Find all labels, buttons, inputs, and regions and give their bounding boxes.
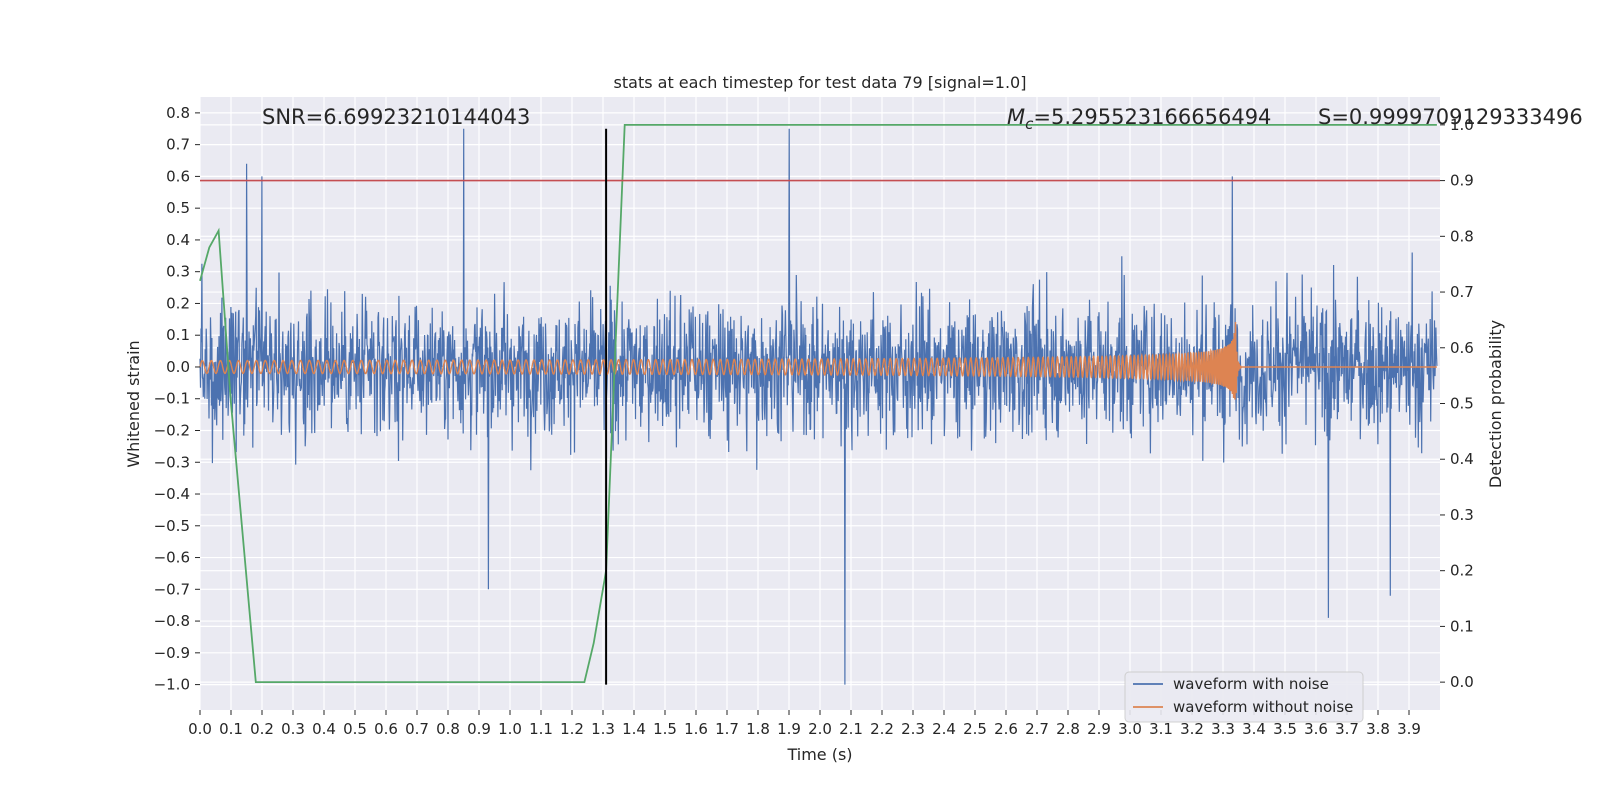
y-tick-label: −1.0 [154,676,190,694]
x-tick-label: 0.6 [374,720,398,738]
y-right-tick-label: 1.0 [1450,116,1474,134]
x-tick-label: 0.1 [219,720,243,738]
y-right-tick-label: 0.4 [1450,450,1474,468]
y-axis-label: Whitened strain [124,340,143,467]
y-right-tick-label: 0.8 [1450,227,1474,245]
legend: waveform with noise waveform without noi… [1124,671,1364,723]
y-tick-label: −0.9 [154,644,190,662]
x-tick-label: 2.9 [1087,720,1111,738]
x-tick-label: 0.4 [312,720,336,738]
x-tick-label: 3.0 [1118,720,1142,738]
y-tick-label: 0.1 [166,326,190,344]
series-detection-probability [199,124,1437,683]
chart-title: stats at each timestep for test data 79 … [614,73,1027,92]
x-tick-label: 0.7 [405,720,429,738]
x-tick-label: 3.6 [1304,720,1328,738]
x-tick-label: 3.7 [1335,720,1359,738]
chirp-mass-symbol: M [1007,105,1025,129]
x-tick-label: 2.1 [839,720,863,738]
x-tick-label: 0.9 [467,720,491,738]
y-tick-label: −0.4 [154,485,190,503]
x-tick-label: 1.4 [622,720,646,738]
y-tick-label: 0.2 [166,294,190,312]
y-right-tick-label: 0.5 [1450,395,1474,413]
snr-annotation: SNR=6.69923210144043 [262,105,530,129]
x-tick-label: 2.7 [1025,720,1049,738]
x-tick-label: 3.1 [1149,720,1173,738]
x-tick-label: 0.0 [188,720,212,738]
y-tick-label: −0.1 [154,390,190,408]
waveform-with-noise-line [199,128,1438,685]
legend-box [1124,671,1364,723]
x-tick-label: 2.4 [932,720,956,738]
x-tick-label: 3.9 [1397,720,1421,738]
y-tick-label: 0.7 [166,136,190,154]
x-tick-label: 0.2 [250,720,274,738]
x-tick-label: 1.9 [777,720,801,738]
x-tick-label: 1.0 [498,720,522,738]
x-tick-label: 1.5 [653,720,677,738]
y-tick-label: 0.0 [166,358,190,376]
y-tick-label: −0.7 [154,580,190,598]
y-right-tick-label: 0.3 [1450,506,1474,524]
y-tick-label: 0.6 [166,167,190,185]
s-annotation: S=0.9999709129333496 [1318,105,1583,129]
y-right-tick-label: 0.0 [1450,673,1474,691]
x-tick-label: 3.5 [1273,720,1297,738]
detection-probability-line [199,124,1437,683]
legend-label-clean: waveform without noise [1173,698,1353,716]
y-tick-label: 0.4 [166,231,190,249]
y-tick-label: −0.2 [154,421,190,439]
y-right-tick-label: 0.6 [1450,339,1474,357]
series-waveform-without-noise [199,321,1437,400]
grid-lines [199,97,1440,710]
x-tick-label: 2.0 [808,720,832,738]
y-tick-label: 0.5 [166,199,190,217]
x-tick-label: 0.5 [343,720,367,738]
chart-overlay [200,128,1440,685]
x-tick-label: 3.8 [1366,720,1390,738]
y-tick-label: −0.3 [154,453,190,471]
y-right-tick-label: 0.2 [1450,562,1474,580]
x-tick-label: 1.1 [529,720,553,738]
x-tick-label: 2.5 [963,720,987,738]
x-tick-label: 1.7 [715,720,739,738]
x-tick-label: 0.8 [436,720,460,738]
x-tick-label: 1.6 [684,720,708,738]
y-axis-right-label: Detection probability [1486,320,1505,488]
x-tick-label: 3.3 [1211,720,1235,738]
x-tick-label: 1.3 [591,720,615,738]
y-tick-label: −0.6 [154,549,190,567]
series-waveform-with-noise [199,128,1438,685]
x-tick-label: 3.2 [1180,720,1204,738]
x-tick-label: 2.2 [870,720,894,738]
x-axis-label: Time (s) [786,745,852,764]
y-tick-label: −0.8 [154,612,190,630]
y-right-tick-label: 0.9 [1450,172,1474,190]
x-tick-label: 2.6 [994,720,1018,738]
x-tick-label: 1.8 [746,720,770,738]
y-tick-label: 0.3 [166,263,190,281]
y-tick-label: −0.5 [154,517,190,535]
waveform-without-noise-line [199,321,1437,400]
x-tick-label: 0.3 [281,720,305,738]
x-tick-label: 2.3 [901,720,925,738]
legend-label-noise: waveform with noise [1173,675,1329,693]
y-tick-label: 0.8 [166,104,190,122]
chirp-mass-value: =5.295523166656494 [1033,105,1271,129]
axes: 0.0 0.1 0.2 0.3 0.4 0.5 0.6 0.7 0.8 0.9 1.0 1.1 1.2 1… [154,104,1474,738]
x-tick-label: 3.4 [1242,720,1266,738]
x-tick-label: 2.8 [1056,720,1080,738]
chirp-mass-subscript: c [1025,115,1034,133]
chirp-mass-annotation: Mc=5.295523166656494 [1007,105,1271,133]
y-right-tick-label: 0.1 [1450,617,1474,635]
x-tick-label: 1.2 [560,720,584,738]
y-right-tick-label: 0.7 [1450,283,1474,301]
